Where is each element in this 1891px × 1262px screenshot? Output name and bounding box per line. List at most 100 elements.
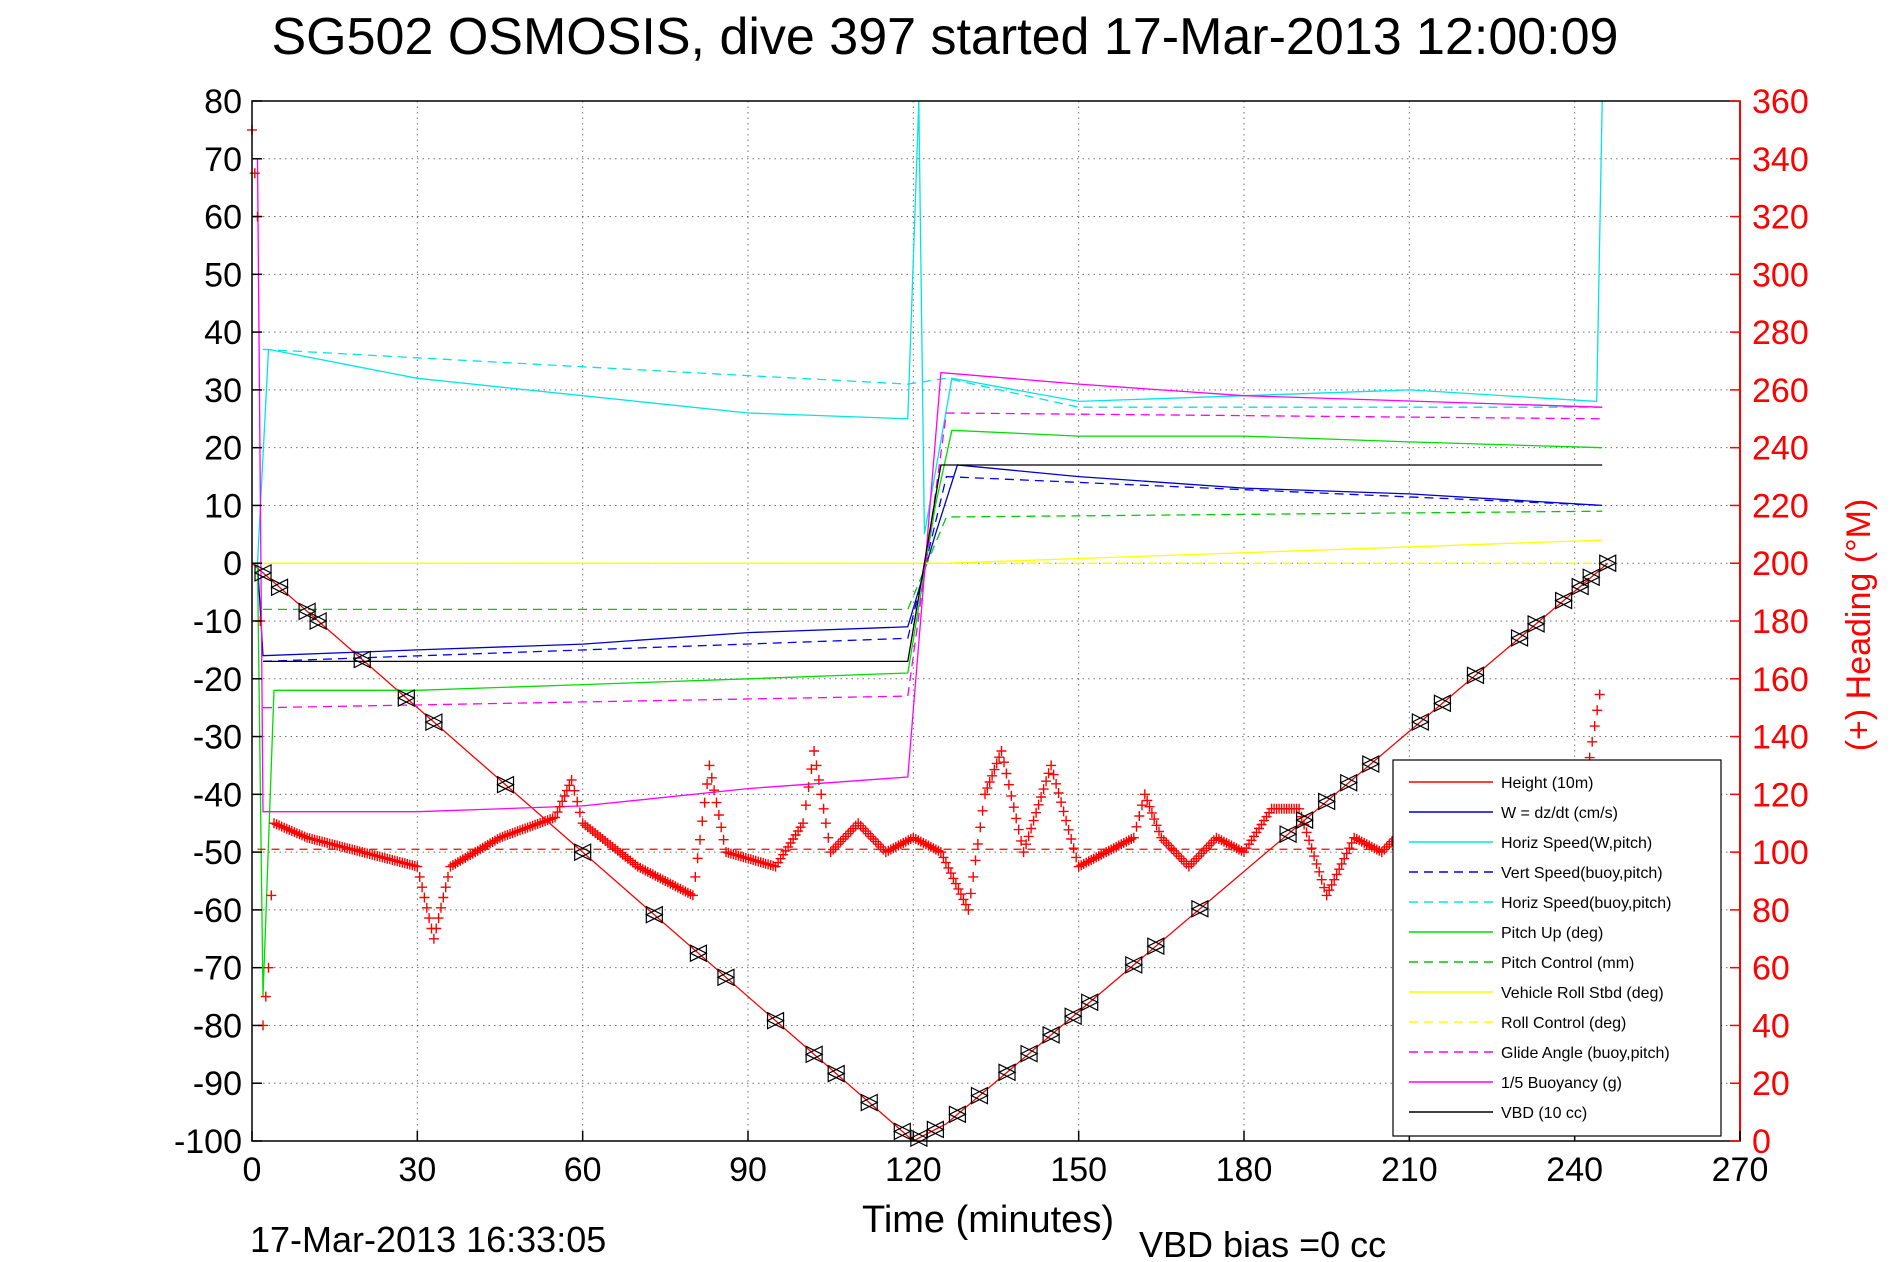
heading-marker xyxy=(431,923,442,934)
heading-marker xyxy=(297,830,307,841)
heading-marker xyxy=(500,830,510,841)
heading-marker xyxy=(1592,705,1603,716)
heading-marker xyxy=(1344,843,1355,854)
y2-tick-label: 100 xyxy=(1752,834,1809,872)
heading-marker xyxy=(443,871,453,882)
heading-marker xyxy=(838,834,849,844)
heading-marker xyxy=(915,836,926,847)
heading-marker xyxy=(274,820,285,831)
heading-marker xyxy=(1068,843,1079,854)
heading-marker xyxy=(692,853,703,864)
heading-marker xyxy=(266,890,277,901)
heading-marker xyxy=(1063,824,1074,835)
dive-marker xyxy=(253,563,273,582)
heading-marker xyxy=(552,807,563,818)
heading-marker xyxy=(1349,832,1360,843)
heading-marker xyxy=(417,882,428,893)
heading-marker xyxy=(1078,858,1089,869)
heading-marker xyxy=(984,777,995,787)
dive-marker xyxy=(1510,628,1529,647)
heading-marker xyxy=(713,810,724,820)
heading-marker xyxy=(908,832,919,843)
heading-marker xyxy=(530,819,541,830)
heading-marker xyxy=(820,818,831,829)
y-tick-label: 50 xyxy=(204,256,242,294)
heading-marker xyxy=(1036,792,1047,802)
heading-marker xyxy=(682,887,693,898)
y2-tick-label: 20 xyxy=(1752,1065,1790,1103)
heading-marker xyxy=(284,824,295,835)
heading-marker xyxy=(1198,845,1209,856)
heading-marker xyxy=(1081,857,1092,868)
dive-marker xyxy=(297,602,317,621)
heading-marker xyxy=(419,892,430,903)
legend-label: W = dz/dt (cm/s) xyxy=(1501,805,1618,822)
heading-marker xyxy=(1123,835,1134,846)
heading-marker xyxy=(507,828,518,839)
heading-marker xyxy=(1134,811,1145,821)
dive-marker xyxy=(1526,614,1546,633)
x-tick-label: 60 xyxy=(564,1151,602,1189)
y2-tick-label: 60 xyxy=(1752,950,1790,988)
heading-marker xyxy=(1173,851,1184,862)
dive-marker xyxy=(1554,591,1573,610)
heading-marker xyxy=(928,843,939,854)
y2-tick-label: 220 xyxy=(1752,487,1809,525)
heading-marker xyxy=(492,834,503,845)
heading-marker xyxy=(1101,847,1112,858)
heading-marker xyxy=(1191,853,1202,864)
dive-marker xyxy=(970,1086,989,1105)
heading-marker xyxy=(559,791,570,801)
heading-marker xyxy=(972,838,983,849)
heading-marker xyxy=(699,797,710,808)
heading-marker xyxy=(1021,839,1032,850)
heading-marker xyxy=(665,878,676,889)
y2-tick-label: 160 xyxy=(1752,661,1809,699)
heading-marker xyxy=(1058,806,1069,817)
dive-marker xyxy=(1124,955,1144,974)
legend-label: Vert Speed(buoy,pitch) xyxy=(1501,865,1663,882)
y-tick-label: -60 xyxy=(193,892,242,930)
heading-marker xyxy=(925,841,936,852)
x-tick-label: 150 xyxy=(1050,1151,1107,1189)
heading-marker xyxy=(1086,855,1097,865)
y-ticks: 80 70 60 50 40 30 20 10 0 -10 -20 -30 -40 -50 -60 -70 -8… xyxy=(174,83,262,1161)
heading-marker xyxy=(803,782,814,793)
dive-marker xyxy=(1317,792,1337,811)
series-line-10 xyxy=(256,158,1603,813)
dive-marker xyxy=(1570,577,1590,596)
dive-marker xyxy=(948,1105,967,1124)
heading-marker xyxy=(569,785,580,796)
series-line-11 xyxy=(263,464,1603,663)
dive-marker xyxy=(396,689,416,708)
heading-marker xyxy=(1056,797,1067,808)
dive-marker xyxy=(1361,755,1381,774)
heading-marker xyxy=(977,805,988,816)
heading-marker xyxy=(758,857,769,868)
heading-marker xyxy=(943,862,954,873)
heading-marker xyxy=(1053,788,1064,798)
heading-marker xyxy=(1051,778,1062,789)
heading-marker xyxy=(918,837,929,848)
legend-label: Roll Control (deg) xyxy=(1501,1015,1626,1032)
heading-marker xyxy=(958,894,969,905)
heading-marker xyxy=(572,796,583,807)
heading-marker xyxy=(438,892,449,903)
heading-marker xyxy=(657,874,668,885)
heading-marker xyxy=(1319,882,1330,893)
heading-marker xyxy=(1018,847,1029,858)
heading-marker xyxy=(1118,837,1129,848)
heading-marker xyxy=(898,837,909,848)
x-ticks: 0 30 60 90 120 150 180 210 240 270 xyxy=(243,1131,1768,1189)
heading-marker xyxy=(1203,840,1214,851)
grid xyxy=(252,101,1740,1141)
heading-marker xyxy=(800,800,811,811)
heading-marker xyxy=(1216,835,1227,846)
heading-marker xyxy=(1366,841,1377,852)
heading-marker xyxy=(1359,837,1370,848)
heading-marker xyxy=(655,873,666,884)
heading-marker xyxy=(269,818,279,829)
y-tick-label: 10 xyxy=(204,487,242,525)
heading-marker xyxy=(865,831,876,842)
heading-marker xyxy=(1229,841,1239,852)
